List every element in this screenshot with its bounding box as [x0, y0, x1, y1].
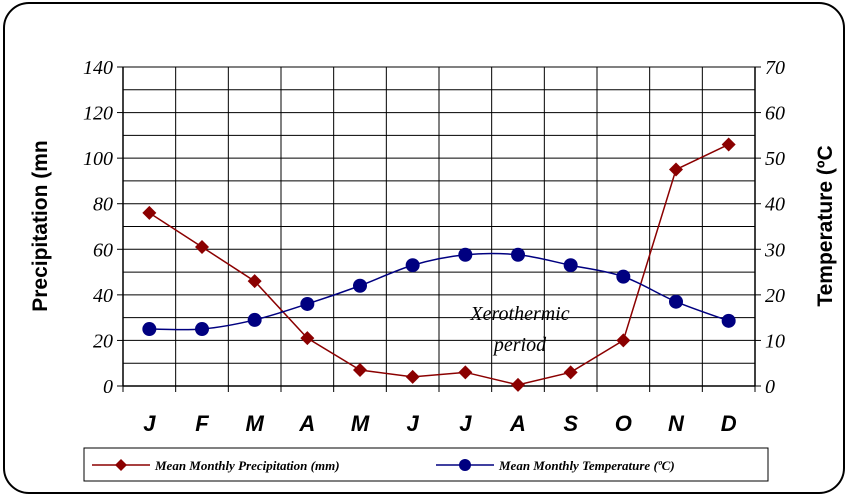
precipitation-point	[300, 331, 315, 346]
precipitation-point	[511, 377, 525, 392]
annotation-line-2: period	[492, 334, 547, 356]
temperature-point	[405, 258, 420, 273]
legend: Mean Monthly Precipitation (mm) Mean Mon…	[83, 447, 769, 482]
temperature-point	[353, 278, 367, 293]
precipitation-point	[142, 205, 157, 220]
x-tick-label: F	[195, 411, 209, 436]
precipitation-series-line	[148, 143, 729, 386]
x-tick-label: M	[246, 411, 265, 436]
tick-labels: 0 20 40 60 80 100 120 140 0 10 20 30 40 50 60 70 J F M A M J J…	[83, 57, 785, 436]
precipitation-point	[616, 333, 631, 348]
left-tick-label: 80	[93, 194, 113, 216]
data-series	[142, 137, 736, 392]
legend-box	[83, 447, 769, 482]
x-tick-label: A	[509, 411, 526, 436]
left-tick-label: 100	[83, 148, 113, 170]
left-tick-label: 120	[83, 103, 113, 125]
temperature-point	[458, 247, 473, 262]
precipitation-point	[247, 274, 262, 289]
legend-temp-marker	[459, 459, 471, 471]
right-axis-title: Temperature (ºC	[814, 145, 837, 306]
right-tick-label: 70	[765, 57, 785, 79]
temperature-point	[669, 294, 683, 309]
left-tick-label: 20	[93, 330, 113, 352]
gridlines	[122, 66, 756, 387]
x-tick-label: A	[298, 411, 315, 436]
legend-temp-label: Mean Monthly Temperature (ºC)	[498, 458, 675, 473]
right-tick-label: 30	[764, 239, 785, 261]
left-tick-label: 0	[103, 376, 113, 398]
axes	[117, 66, 761, 392]
right-tick-label: 60	[765, 103, 785, 125]
x-tick-label: M	[351, 411, 370, 436]
right-tick-label: 50	[765, 148, 785, 170]
x-tick-label: N	[668, 411, 685, 436]
left-tick-label: 60	[93, 239, 113, 261]
legend-precip-label: Mean Monthly Precipitation (mm)	[154, 458, 340, 473]
x-tick-label: J	[143, 411, 156, 436]
right-tick-label: 40	[765, 194, 785, 216]
x-tick-label: S	[563, 411, 578, 436]
temperature-point	[616, 269, 631, 284]
precipitation-point	[721, 137, 736, 152]
x-tick-label: D	[721, 411, 737, 436]
right-tick-label: 0	[765, 376, 775, 398]
chart-frame	[3, 2, 845, 494]
precipitation-point	[458, 365, 473, 380]
temperature-point	[142, 322, 157, 337]
right-tick-label: 20	[765, 285, 785, 307]
annotation-line-1: Xerothermic	[469, 303, 569, 325]
precipitation-point	[563, 365, 578, 380]
x-tick-label: J	[407, 411, 420, 436]
left-axis-title: Precipitation (mn	[29, 140, 52, 312]
temperature-point	[300, 296, 315, 311]
left-tick-label: 140	[83, 57, 113, 79]
precipitation-point	[353, 363, 367, 378]
precipitation-point	[669, 162, 683, 177]
temperature-point	[195, 322, 209, 337]
precipitation-point	[195, 240, 209, 255]
x-tick-label: O	[615, 411, 632, 436]
temperature-point	[721, 313, 736, 328]
temperature-point	[563, 258, 578, 273]
precipitation-point	[405, 369, 420, 384]
left-tick-label: 40	[93, 285, 113, 307]
temperature-point	[511, 247, 525, 262]
legend-precip-marker	[115, 459, 127, 471]
x-tick-label: J	[459, 411, 472, 436]
temperature-point	[247, 312, 262, 327]
right-tick-label: 10	[765, 330, 785, 352]
